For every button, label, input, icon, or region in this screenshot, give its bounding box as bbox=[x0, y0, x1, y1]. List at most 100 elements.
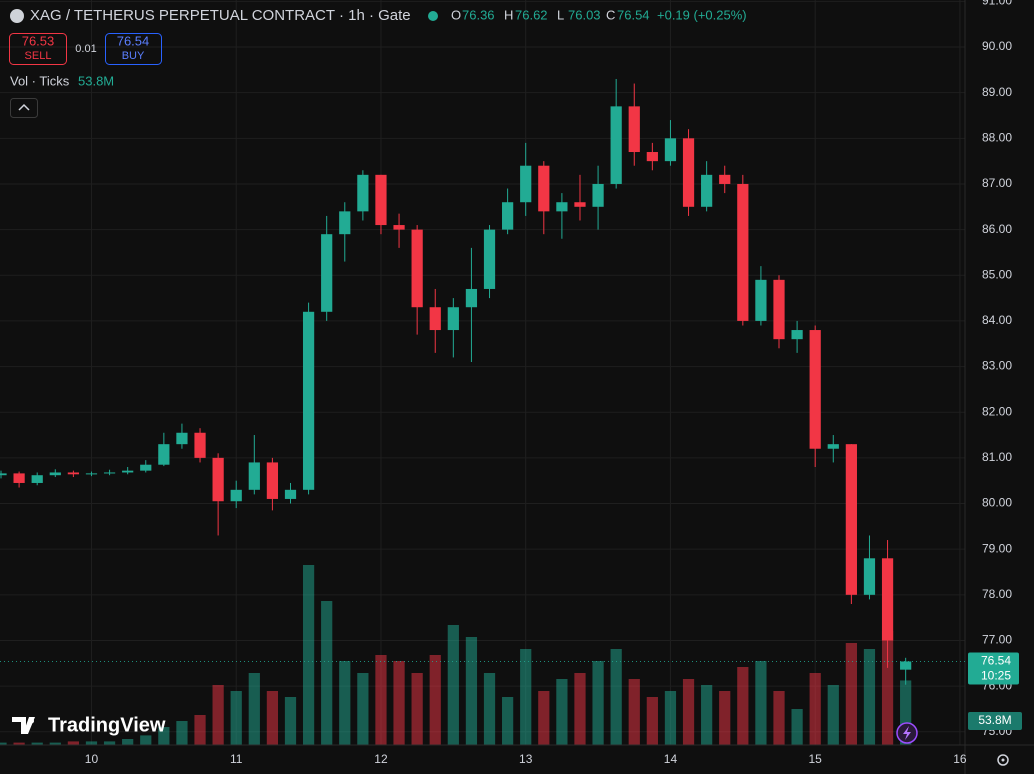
sell-price[interactable]: 76.53 bbox=[22, 33, 55, 48]
volume-bar bbox=[592, 661, 604, 745]
buy-label[interactable]: BUY bbox=[122, 50, 145, 62]
volume-bar bbox=[538, 691, 550, 745]
candle-body bbox=[393, 225, 405, 230]
volume-bar bbox=[465, 637, 478, 745]
volume-bar bbox=[140, 735, 152, 745]
volume-value: 53.8M bbox=[78, 73, 114, 88]
volume-bar bbox=[791, 709, 803, 745]
candle-body bbox=[176, 432, 188, 445]
candle-body bbox=[900, 661, 912, 670]
volume-bar bbox=[447, 625, 459, 745]
x-tick-label: 13 bbox=[519, 752, 533, 766]
buy-price[interactable]: 76.54 bbox=[117, 33, 150, 48]
volume-bar bbox=[483, 673, 496, 745]
candle-body bbox=[502, 202, 514, 230]
candle-body bbox=[881, 558, 894, 641]
y-tick-label: 86.00 bbox=[982, 222, 1012, 236]
volume-bar bbox=[103, 741, 116, 745]
x-tick-label: 12 bbox=[374, 752, 388, 766]
candle-body bbox=[791, 330, 803, 340]
volume-bar bbox=[31, 742, 43, 745]
change: +0.19 (+0.25%) bbox=[657, 7, 747, 22]
y-tick-label: 78.00 bbox=[982, 587, 1012, 601]
volume-bar bbox=[284, 697, 297, 745]
candle-body bbox=[845, 444, 857, 595]
x-tick-label: 10 bbox=[85, 752, 99, 766]
volume-bar bbox=[737, 667, 749, 745]
volume-indicator: Vol · Ticks bbox=[10, 73, 70, 88]
volume-bar bbox=[357, 673, 369, 745]
candle-body bbox=[122, 470, 134, 473]
y-tick-label: 80.00 bbox=[982, 496, 1012, 510]
spread: 0.01 bbox=[75, 43, 96, 55]
volume-pane bbox=[0, 565, 912, 745]
volume-bar bbox=[610, 649, 622, 745]
volume-bar bbox=[13, 742, 25, 745]
candle-body bbox=[863, 558, 876, 595]
candle-body bbox=[266, 462, 279, 499]
last-price-tag bbox=[968, 652, 1019, 685]
volume-bar bbox=[628, 679, 640, 745]
volume-bar bbox=[664, 691, 677, 745]
candle-body bbox=[628, 106, 640, 153]
sell-button[interactable]: 76.53 SELL bbox=[9, 33, 67, 65]
chevron-icon[interactable] bbox=[18, 103, 30, 111]
volume-bar bbox=[321, 601, 333, 745]
status-dot bbox=[428, 11, 438, 21]
volume-tag bbox=[968, 712, 1022, 730]
candle-body bbox=[592, 183, 604, 207]
x-tick-label: 16 bbox=[953, 752, 967, 766]
ohlc-key: H bbox=[504, 7, 513, 22]
volume-bar bbox=[158, 727, 170, 745]
buy-box[interactable] bbox=[105, 33, 162, 65]
candle-body bbox=[375, 174, 387, 226]
x-tick-label: 15 bbox=[809, 752, 823, 766]
y-tick-label: 83.00 bbox=[982, 359, 1012, 373]
volume-bar bbox=[375, 655, 387, 745]
volume-bar bbox=[212, 685, 224, 745]
buy-button[interactable]: 76.54 BUY bbox=[105, 33, 162, 65]
symbol-icon bbox=[10, 9, 24, 23]
volume-bar bbox=[67, 741, 79, 745]
volume-bar bbox=[845, 643, 857, 745]
candle-body bbox=[13, 473, 25, 483]
ohlc-legend: O 76.36 H 76.62 L 76.03 C 76.54 bbox=[451, 7, 650, 22]
volume-bar bbox=[502, 697, 514, 745]
candle-body bbox=[140, 464, 152, 471]
ohlc-value: 76.03 bbox=[568, 7, 601, 22]
y-tick-label: 91.00 bbox=[982, 0, 1012, 8]
candle-body bbox=[31, 475, 43, 483]
volume-bar bbox=[881, 631, 894, 745]
candle-body bbox=[212, 457, 224, 502]
candle-body bbox=[284, 489, 297, 499]
volume-bar bbox=[520, 649, 532, 745]
candle-body bbox=[194, 432, 206, 458]
candle-body bbox=[556, 202, 568, 212]
ohlc-key: C bbox=[606, 7, 615, 22]
sell-label[interactable]: SELL bbox=[25, 50, 52, 62]
volume-bar bbox=[266, 691, 279, 745]
volume-bar bbox=[194, 715, 206, 745]
collapse-button[interactable] bbox=[10, 98, 38, 118]
candle-body bbox=[737, 183, 749, 321]
y-tick-label: 84.00 bbox=[982, 313, 1012, 327]
volume-bar bbox=[122, 739, 134, 745]
ohlc-key: O bbox=[451, 7, 461, 22]
sell-box[interactable] bbox=[9, 33, 67, 65]
candle-body bbox=[809, 330, 821, 449]
candle-body bbox=[646, 152, 658, 162]
x-tick-label: 14 bbox=[664, 752, 678, 766]
brand-name: TradingView bbox=[48, 714, 166, 736]
volume-bar bbox=[755, 661, 767, 745]
candle-body bbox=[827, 444, 839, 449]
volume-bar bbox=[230, 691, 242, 745]
settings-icon-center[interactable] bbox=[1001, 758, 1005, 762]
volume-bar bbox=[411, 673, 423, 745]
candle-body bbox=[538, 165, 550, 212]
settings-icon[interactable] bbox=[997, 754, 1009, 766]
x-tick-label: 11 bbox=[230, 752, 243, 766]
candle-body bbox=[520, 165, 532, 203]
lightning[interactable] bbox=[903, 726, 911, 740]
volume-bar bbox=[302, 565, 315, 745]
